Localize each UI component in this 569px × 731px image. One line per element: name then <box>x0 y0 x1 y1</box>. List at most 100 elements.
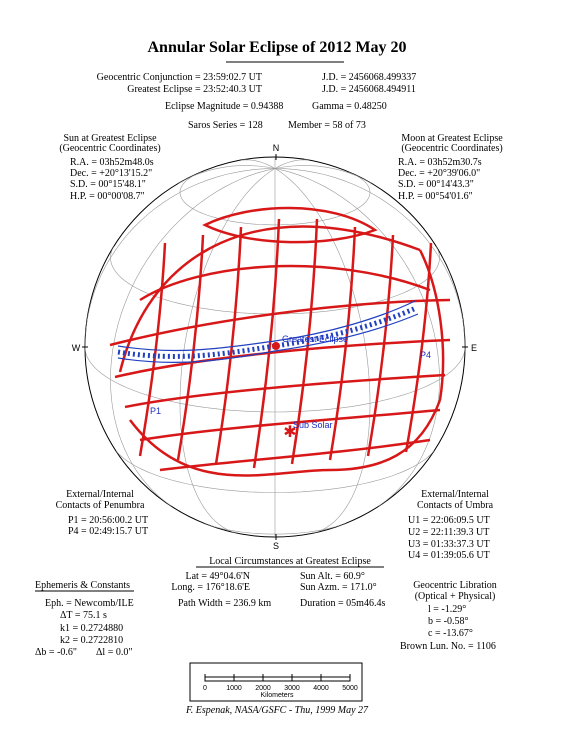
p4-label: P4 <box>420 350 431 360</box>
header-cell: Greatest Eclipse = 23:52:40.3 UT <box>127 84 262 95</box>
graticule-line <box>115 450 435 493</box>
grid-curve <box>214 226 243 465</box>
ephemeris-line: Δb = -0.6" <box>35 647 77 658</box>
sun-line: H.P. = 00°00'08.7" <box>70 191 145 202</box>
penumbra-line: P4 = 02:49:15.7 UT <box>68 526 148 537</box>
graticule-line <box>204 523 346 535</box>
header-cell: J.D. = 2456068.494911 <box>322 84 416 95</box>
p1-label: P1 <box>150 406 161 416</box>
umbra-limit <box>117 313 419 364</box>
umbra-path <box>117 300 419 364</box>
grid-curve <box>418 249 445 401</box>
libration-line: l = -1.29° <box>428 604 466 615</box>
title: Annular Solar Eclipse of 2012 May 20 <box>148 39 407 56</box>
grid-curve <box>139 408 441 442</box>
grid-curve <box>404 242 433 453</box>
local-cell: Lat = 49°04.6'N <box>186 571 251 582</box>
penumbra-title: External/Internal <box>66 489 134 500</box>
penumbra-subtitle: Contacts of Penumbra <box>56 500 145 511</box>
sun-subtitle: (Geocentric Coordinates) <box>59 143 160 154</box>
grid-curve <box>328 226 357 461</box>
umbra-limit <box>117 300 416 352</box>
local-cell: Duration = 05m46.4s <box>300 598 385 609</box>
east-label: E <box>471 343 477 353</box>
ephemeris-line: k2 = 0.2722810 <box>60 635 123 646</box>
graticule-line <box>274 168 465 348</box>
header-cell: Eclipse Magnitude = 0.94388 <box>165 101 283 112</box>
moon-line: R.A. = 03h52m30.7s <box>398 157 482 168</box>
local-title: Local Circumstances at Greatest Eclipse <box>209 556 371 567</box>
grid-curve <box>366 234 395 457</box>
graticule-line <box>85 346 465 413</box>
ephemeris-line: ΔT = 75.1 s <box>60 610 107 621</box>
moon-line: S.D. = 00°14'43.3" <box>398 179 474 190</box>
scale-tick-label: 1000 <box>226 685 242 692</box>
ephemeris-line: Δl = 0.0" <box>96 647 132 658</box>
ephemeris-line: Eph. = Newcomb/ILE <box>45 598 134 609</box>
scale-tick-label: 5000 <box>342 685 358 692</box>
moon-line: Dec. = +20°39'06.0" <box>398 168 480 179</box>
graticule-line <box>110 168 276 507</box>
local-cell: Sun Azm. = 171.0° <box>300 582 377 593</box>
umbra-line: U2 = 22:11:39.3 UT <box>408 527 489 538</box>
globe: Greatest Eclipse ✱ Sub Solar P1 P4 <box>84 156 466 538</box>
grid-curve <box>138 242 167 457</box>
graticule-line <box>274 168 440 507</box>
greatest-point <box>272 342 280 350</box>
grid-curve <box>109 298 451 347</box>
scale-tick-label: 4000 <box>313 685 329 692</box>
grid-curve <box>124 373 446 409</box>
libration-line: b = -0.58° <box>428 616 468 627</box>
moon-title: Moon at Greatest Eclipse <box>401 133 503 144</box>
scale-unit: Kilometers <box>260 692 294 699</box>
ephemeris-line: k1 = 0.2724880 <box>60 623 123 634</box>
libration-subtitle: (Optical + Physical) <box>415 591 496 602</box>
sun-line: Dec. = +20°13'15.2" <box>70 168 152 179</box>
graticule-line <box>274 159 310 169</box>
local-cell: Long. = 176°18.6'E <box>171 582 250 593</box>
graticule-line <box>179 171 371 226</box>
subsolar-label: Sub Solar <box>293 420 333 430</box>
moon-subtitle: (Geocentric Coordinates) <box>401 143 502 154</box>
west-label: W <box>72 343 81 353</box>
sun-title: Sun at Greatest Eclipse <box>63 133 157 144</box>
grid-curve <box>129 399 442 477</box>
header-cell: Gamma = 0.48250 <box>312 101 387 112</box>
greatest-label: Greatest Eclipse <box>282 334 348 344</box>
scale-tick-label: 2000 <box>255 685 271 692</box>
graticule-line <box>85 168 276 348</box>
scale-tick-label: 3000 <box>284 685 300 692</box>
scale-frame <box>189 662 363 702</box>
graticule-line <box>240 159 276 169</box>
umbra-line: U1 = 22:06:09.5 UT <box>408 515 490 526</box>
libration-line: c = -13.67° <box>428 628 473 639</box>
penumbra-grid <box>109 206 451 477</box>
penumbra-line: P1 = 20:56:00.2 UT <box>68 515 148 526</box>
scale-bar-line <box>204 676 351 682</box>
ephemeris-title: Ephemeris & Constants <box>35 580 130 591</box>
umbra-line: U3 = 01:33:37.3 UT <box>408 539 490 550</box>
umbra-line: U4 = 01:39:05.6 UT <box>408 550 490 561</box>
grid-curve <box>202 206 378 244</box>
grid-curve <box>118 225 421 373</box>
moon-line: H.P. = 00°54'01.6" <box>398 191 473 202</box>
scale-bar: Kilometers 0 1000 2000 3000 4000 5000 <box>189 662 363 702</box>
header-cell: Member = 58 of 73 <box>288 120 366 131</box>
local-cell: Path Width = 236.9 km <box>178 598 271 609</box>
libration-brown: Brown Lun. No. = 1106 <box>400 641 496 652</box>
sun-line: R.A. = 03h52m48.0s <box>70 157 154 168</box>
umbra-subtitle: Contacts of Umbra <box>417 500 494 511</box>
header-cell: J.D. = 2456068.499337 <box>322 72 416 83</box>
local-cell: Sun Alt. = 60.9° <box>300 571 365 582</box>
header-cell: Geocentric Conjunction = 23:59:02.7 UT <box>97 72 262 83</box>
umbra-title: External/Internal <box>421 489 489 500</box>
header-cell: Saros Series = 128 <box>188 120 263 131</box>
south-label: S <box>273 541 279 551</box>
scale-tick-label: 0 <box>203 685 207 692</box>
sun-line: S.D. = 00°15'48.1" <box>70 179 146 190</box>
libration-title: Geocentric Libration <box>413 580 497 591</box>
footer: F. Espenak, NASA/GSFC - Thu, 1999 May 27 <box>185 705 369 716</box>
grid-curve <box>176 234 205 461</box>
subsolar-point: ✱ <box>283 424 296 441</box>
